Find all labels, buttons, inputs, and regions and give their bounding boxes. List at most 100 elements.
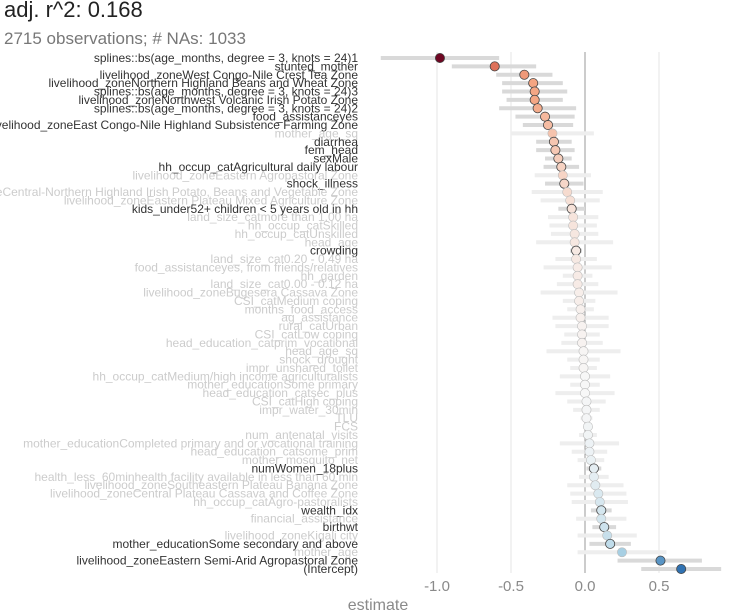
term-label: land_size_catmore than 1.00 ha (187, 210, 358, 224)
estimate-point (574, 287, 584, 298)
term-label: health_less_60minhealth facility availab… (34, 470, 358, 484)
term-label: mother_educationSome secondary and above (113, 537, 359, 551)
term-label: (Intercept) (303, 562, 358, 576)
term-label: impr_water_30min (259, 403, 358, 417)
term-label: mother_mosquito_net (242, 453, 359, 467)
estimate-point (596, 513, 607, 524)
term-label: ag_assistance (281, 311, 358, 325)
term-label: fem_head (305, 143, 358, 157)
x-tick-label: 0.5 (649, 578, 670, 595)
estimate-point (529, 94, 540, 105)
estimate-point (578, 354, 589, 365)
estimate-point (578, 346, 589, 357)
term-label: CSI_catHigh coping (252, 394, 358, 408)
term-label: TLU (335, 411, 358, 425)
x-tick-label: -1.0 (424, 578, 450, 595)
term-label: head_education_catsome_prim (191, 445, 358, 459)
estimate-point (602, 530, 613, 541)
term-label: impr_unshared_toilet (246, 361, 359, 375)
term-label: livelihood_zoneCentral-Northern Highland… (0, 185, 358, 199)
term-labels: splines::bs(age_months, degree = 3, knot… (0, 51, 359, 576)
term-label: livelihood_zoneNorthwest Volcanic Irish … (79, 93, 359, 107)
estimate-point (586, 455, 596, 465)
term-label: food_assistanceyes (253, 110, 358, 124)
estimate-point (550, 145, 561, 156)
term-label: head_education_catsec_plus (203, 386, 358, 400)
term-label: land_size_cat0.00 - 0.12 ha (211, 277, 359, 291)
estimate-point (547, 128, 558, 139)
grid (436, 52, 660, 573)
estimate-point (572, 262, 583, 273)
x-axis-ticks: -1.0 -0.5 0.0 0.5 (424, 578, 669, 595)
estimate-point (588, 471, 599, 482)
term-label: stunted_mother (275, 59, 358, 73)
estimate-points (434, 53, 687, 575)
term-label: hh_occup_catUnskilled (235, 227, 358, 241)
estimate-point (655, 555, 666, 566)
estimate-point (571, 254, 582, 264)
term-label: livelihood_zoneEastern Plateau Mixed Agr… (64, 193, 359, 207)
term-label: splines::bs(age_months, degree = 3, knot… (94, 101, 358, 115)
term-label: crowding (310, 244, 358, 258)
term-label: livelihood_zoneBugesera Cassava Zone (143, 286, 358, 300)
estimate-point (566, 203, 577, 214)
estimate-point (577, 329, 587, 340)
estimate-point (599, 522, 610, 533)
term-label: CSI_catMedium coping (234, 294, 358, 308)
term-label: FCS (334, 420, 358, 434)
term-label: mother_age_sq (275, 126, 358, 140)
estimate-point (574, 296, 584, 306)
estimate-point (617, 547, 627, 558)
term-label: hh_occup_catAgricultural daily labour (159, 160, 358, 174)
estimate-point (580, 388, 590, 398)
estimate-point (575, 304, 586, 315)
estimate-point (590, 480, 601, 491)
term-label: mother_educationSome primary (187, 378, 358, 392)
estimate-point (529, 86, 540, 97)
estimate-point (572, 270, 583, 281)
estimate-point (557, 170, 568, 181)
term-label: hh_occup_catMedium/high income agricultu… (93, 369, 358, 383)
estimate-point (605, 538, 616, 549)
estimate-point (581, 396, 592, 407)
x-axis-label: estimate (348, 597, 409, 612)
term-label: num_antenatal_visits (245, 428, 358, 442)
term-label: hh_occup_catSkilled (248, 219, 358, 233)
term-label: mother_educationCompleted primary and or… (23, 436, 358, 450)
x-tick-label: 0.0 (575, 578, 596, 595)
estimate-point (519, 69, 530, 80)
term-label: livelihood_zoneWest Congo-Nile Crest Tea… (100, 68, 359, 82)
estimate-point (581, 404, 592, 415)
estimate-point (569, 237, 580, 248)
term-label: hh_occup_catAgro-pastoralists (193, 495, 358, 509)
chart-title: adj. r^2: 0.168 (4, 0, 143, 22)
estimate-point (553, 153, 564, 164)
term-label: shock_illness (287, 177, 358, 191)
term-label: livelihood_zoneCentral Plateau Cassava a… (50, 487, 358, 501)
term-label: hh_garden (301, 269, 358, 283)
term-label: birthwt (323, 520, 359, 534)
term-label: rural_catUrban (279, 319, 358, 333)
term-label: livelihood_zoneKigali city (225, 528, 358, 542)
term-label: head_age_sq (285, 344, 358, 358)
estimate-point (434, 53, 445, 64)
estimate-point (578, 363, 589, 373)
estimate-point (543, 120, 554, 131)
estimate-point (580, 379, 590, 390)
estimate-point (572, 279, 583, 290)
term-label: land_size_cat0.20 - 0.49 ha (211, 252, 359, 266)
estimate-point (580, 371, 590, 382)
estimate-point (489, 61, 500, 72)
estimate-point (575, 312, 586, 323)
estimate-point (528, 78, 539, 89)
term-label: splines::bs(age_months, degree = 3, knot… (94, 85, 358, 99)
term-label: splines::bs(age_months, degree = 3, knot… (94, 51, 358, 65)
estimate-point (588, 463, 599, 474)
term-label: months_food_access (245, 302, 358, 316)
estimate-point (540, 111, 551, 122)
term-label: kids_under52+ children < 5 years old in … (132, 202, 358, 216)
estimate-point (584, 438, 595, 449)
estimate-point (548, 136, 559, 147)
estimate-point (569, 229, 580, 239)
estimate-point (583, 430, 593, 440)
